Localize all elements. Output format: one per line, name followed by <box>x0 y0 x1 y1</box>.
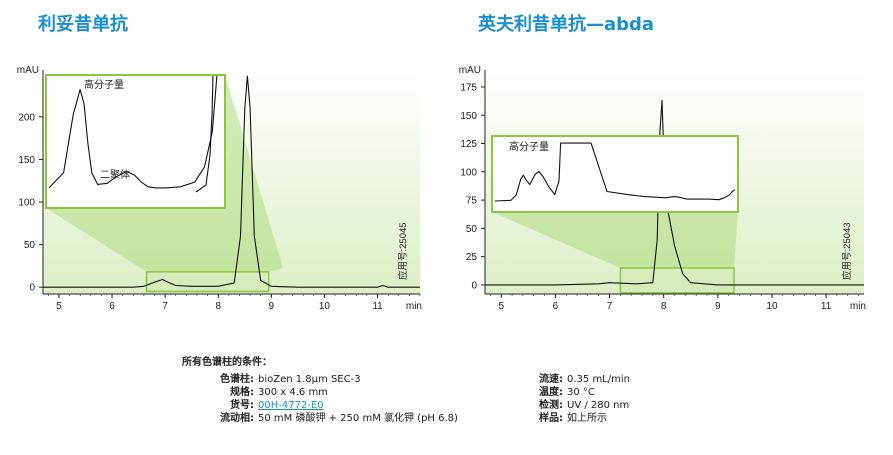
x-tick-label: 6 <box>109 301 115 312</box>
condition-value: 如上所示 <box>567 413 607 424</box>
plot-background <box>485 70 864 294</box>
y-tick-label: 25 <box>466 252 478 263</box>
x-tick-label: 9 <box>715 301 721 312</box>
chromatogram-left: 5 6 7 8 9 10 11 min 0 50 100 150 200 mAU 应用号:25045 高分子量… <box>17 65 422 312</box>
inset-peak-label: 二聚体 <box>100 169 130 181</box>
chart-title-left: 利妥昔单抗 <box>38 14 128 35</box>
inset-box <box>45 74 226 209</box>
x-tick-label: 8 <box>661 301 667 312</box>
x-tick-label: 6 <box>553 301 559 312</box>
conditions-heading: 所有色谱柱的条件： <box>182 357 272 368</box>
y-tick-label: 100 <box>460 167 477 178</box>
condition-label: 货号: <box>230 400 254 411</box>
part-number-link[interactable]: 00H-4772-E0 <box>258 400 324 411</box>
y-tick-label: 125 <box>460 139 477 150</box>
condition-row: 规格: 300 x 4.6 mm <box>182 386 458 399</box>
condition-value: UV / 280 nm <box>567 400 630 411</box>
y-tick-label: 50 <box>24 240 36 251</box>
y-axis-label: mAU <box>459 65 481 76</box>
y-tick-label: 0 <box>471 280 477 291</box>
condition-label: 规格: <box>230 387 254 398</box>
x-tick-label: 7 <box>162 301 168 312</box>
application-id: 应用号:25045 <box>397 222 409 280</box>
condition-row: 流动相: 50 mM 磷酸钾 + 250 mM 氯化钾 (pH 6.8) <box>182 412 458 425</box>
y-tick-label: 175 <box>460 82 477 93</box>
y-tick-label: 0 <box>29 283 35 294</box>
condition-value: 300 x 4.6 mm <box>258 387 328 398</box>
zoom-highlight-box <box>145 271 270 293</box>
inset-box <box>491 135 739 213</box>
condition-row: 货号: 00H-4772-E0 <box>182 399 458 412</box>
zoom-cone <box>492 212 738 268</box>
inset-peak-label: 高分子量 <box>84 78 124 91</box>
condition-label: 流动相: <box>220 413 254 424</box>
chart-title-right: 英夫利昔单抗—abda <box>478 14 655 35</box>
x-axis-label: min <box>850 301 866 312</box>
condition-label: 色谱柱: <box>220 374 254 385</box>
inset-trace <box>494 142 736 202</box>
condition-value: 0.35 mL/min <box>567 374 630 385</box>
condition-label: 流速: <box>539 374 563 385</box>
y-tick-label: 150 <box>18 155 35 166</box>
x-tick-label: 10 <box>319 301 331 312</box>
condition-value: bioZen 1.8µm SEC-3 <box>258 374 361 385</box>
chromatogram-trace <box>43 75 420 288</box>
chromatogram-trace <box>485 99 864 286</box>
condition-label: 温度: <box>539 387 563 398</box>
application-id: 应用号:25043 <box>841 222 853 280</box>
condition-row: 检测: UV / 280 nm <box>533 399 630 412</box>
condition-value: 50 mM 磷酸钾 + 250 mM 氯化钾 (pH 6.8) <box>258 413 458 424</box>
condition-label: 样品: <box>539 413 563 424</box>
x-tick-label: 11 <box>372 301 383 312</box>
x-tick-label: 9 <box>269 301 275 312</box>
x-tick-label: 5 <box>498 301 504 312</box>
conditions-right: 流速: 0.35 mL/min 温度: 30 °C 检测: UV / 280 nm 样… <box>533 373 630 425</box>
condition-row: 色谱柱: bioZen 1.8µm SEC-3 <box>182 373 458 386</box>
x-tick-label: 8 <box>215 301 221 312</box>
inset-peak-label: 高分子量 <box>509 140 549 153</box>
inset-trace <box>48 76 218 189</box>
condition-label: 检测: <box>539 400 563 411</box>
x-tick-label: 10 <box>766 301 778 312</box>
y-tick-label: 100 <box>18 198 35 209</box>
zoom-highlight-box <box>619 267 735 294</box>
y-axis-label: mAU <box>17 65 39 76</box>
condition-row: 样品: 如上所示 <box>533 412 630 425</box>
y-tick-label: 75 <box>466 196 478 207</box>
y-tick-label: 200 <box>18 112 35 123</box>
x-tick-label: 11 <box>821 301 832 312</box>
y-tick-label: 150 <box>460 111 477 122</box>
condition-row: 温度: 30 °C <box>533 386 630 399</box>
condition-value: 30 °C <box>567 387 595 398</box>
y-tick-label: 50 <box>466 224 478 235</box>
x-axis-label: min <box>406 301 422 312</box>
inset-monomer-peak <box>195 76 214 193</box>
x-tick-label: 5 <box>56 301 62 312</box>
conditions-left: 所有色谱柱的条件： 色谱柱: bioZen 1.8µm SEC-3 规格: 300 … <box>182 356 458 425</box>
x-tick-label: 7 <box>607 301 613 312</box>
condition-row: 流速: 0.35 mL/min <box>533 373 630 386</box>
